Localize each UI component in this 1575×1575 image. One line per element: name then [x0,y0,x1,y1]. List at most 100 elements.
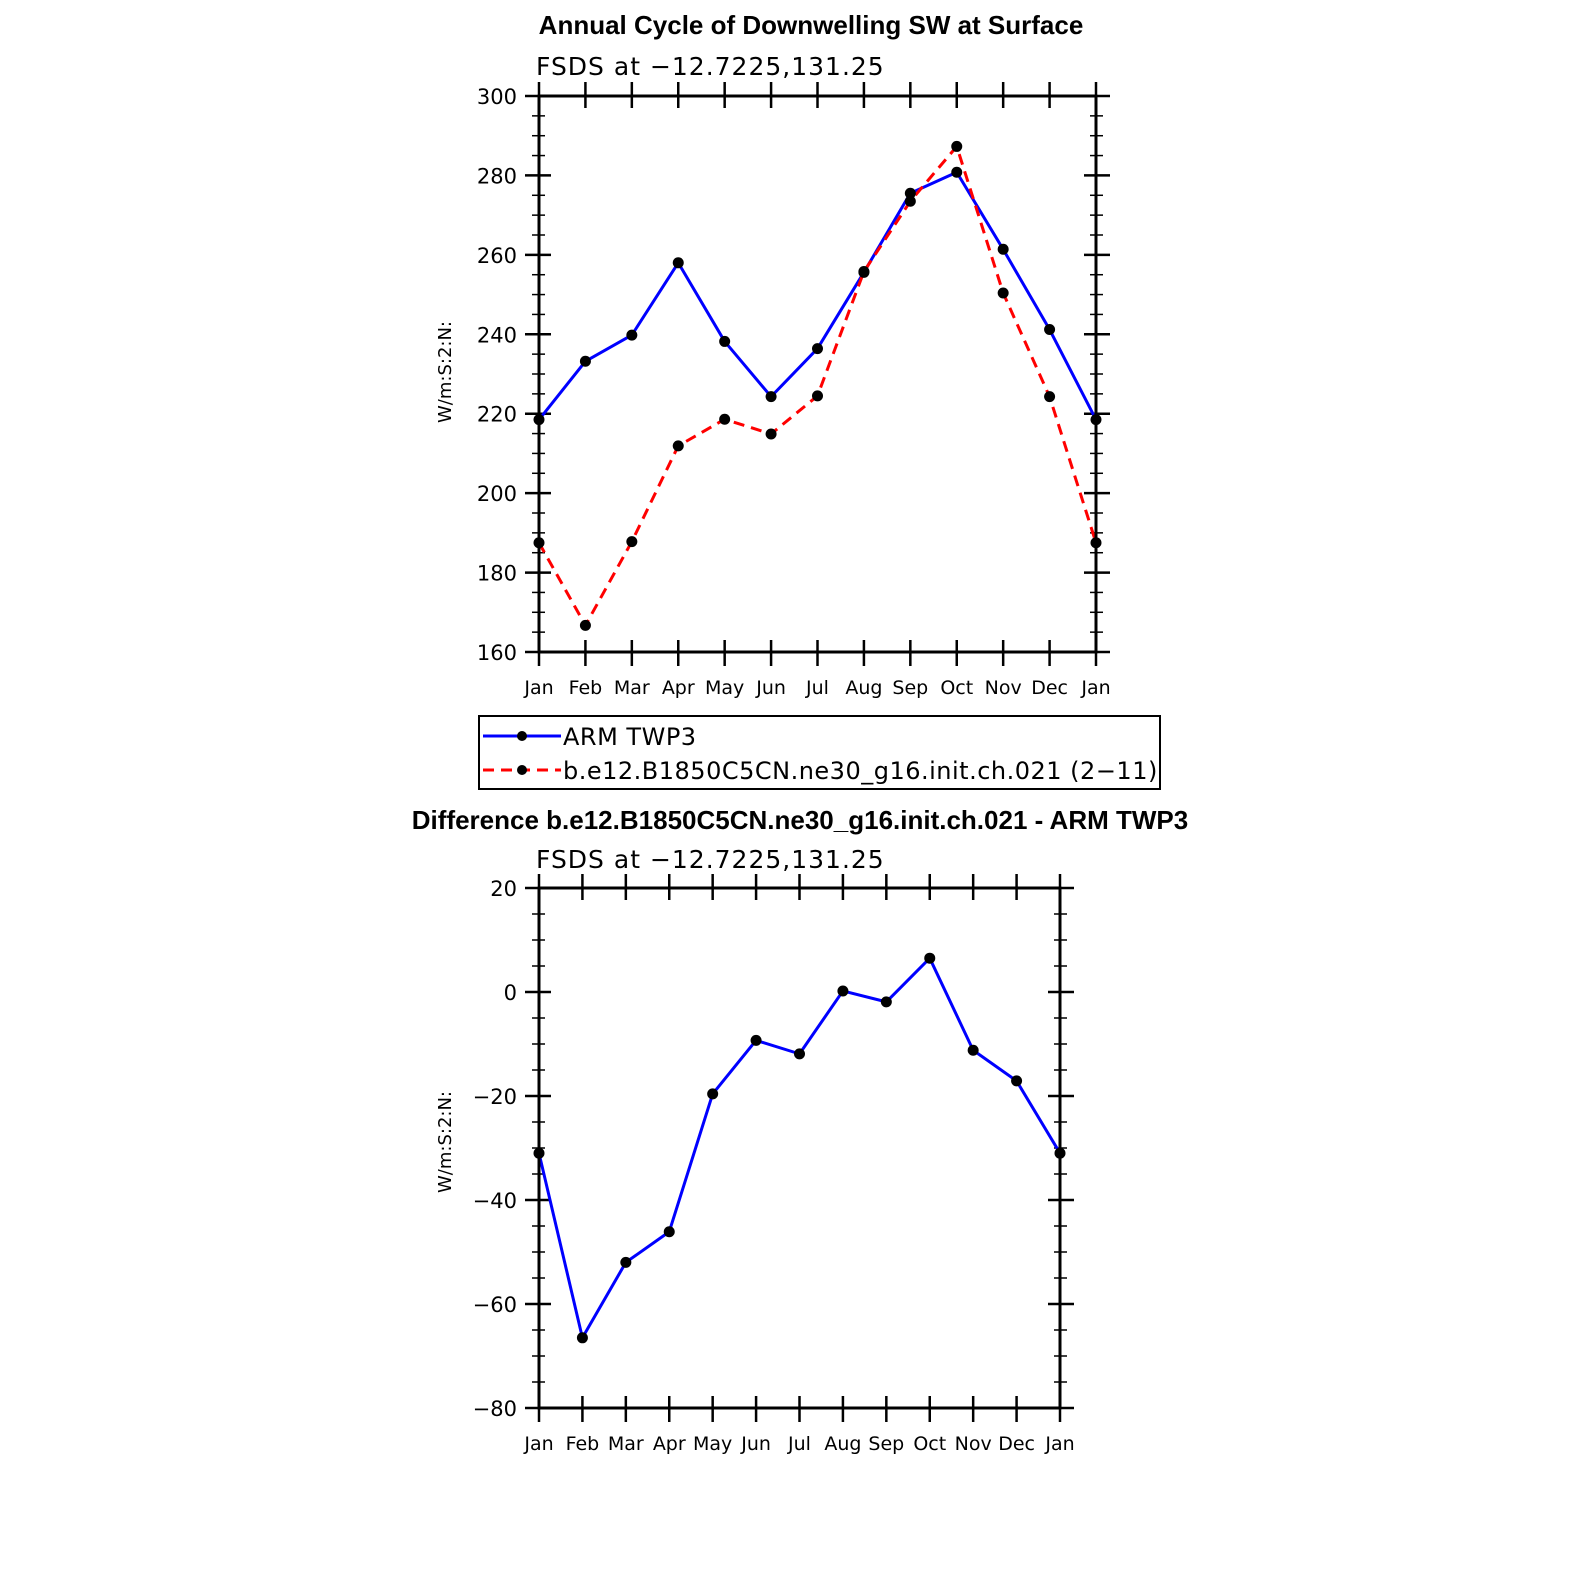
data-point [579,619,591,631]
x-tick-label: Dec [1031,677,1068,699]
data-point [1044,324,1056,336]
chart-subtitle: FSDS at −12.7225,131.25 [536,52,885,81]
plot-frame [537,94,1098,654]
data-point [967,1044,979,1056]
data-point [880,996,892,1008]
x-tick-label: Aug [845,677,882,699]
difference-subtitle: FSDS at −12.7225,131.25 [536,845,885,874]
x-tick-label: Mar [608,1433,644,1455]
x-tick-label: Feb [566,1433,600,1455]
x-tick-label: Apr [653,1433,686,1455]
difference-x-tick-labels: Jan Feb Mar Apr May Jun Jul Aug Sep Oct Nov Dec Jan [523,1433,1074,1455]
legend: ARM TWP3 b.e12.B1850C5CN.ne30_g16.init.c… [478,715,1161,790]
legend-marker-arm [517,731,527,741]
y-tick-label: 300 [477,85,517,109]
difference-panel: Difference b.e12.B1850C5CN.ne30_g16.init… [412,805,1188,1455]
legend-entry-model: b.e12.B1850C5CN.ne30_g16.init.ch.021 (2−… [483,757,1158,785]
x-tick-label: Jan [523,677,553,699]
data-point [794,1048,805,1060]
x-tick-label: Nov [955,1433,992,1455]
y-tick-label: 0 [504,981,517,1005]
difference-axis-ticks [525,874,1074,1422]
data-point [904,187,916,199]
x-tick-label: Jan [523,1433,553,1455]
difference-series-line [533,952,1066,1344]
data-point [719,413,731,425]
data-point [707,1088,719,1100]
data-point [1044,391,1056,403]
difference-title: Difference b.e12.B1850C5CN.ne30_g16.init… [412,805,1188,835]
y-tick-label: 180 [477,562,517,586]
x-tick-label: Jan [1044,1433,1074,1455]
legend-label-arm: ARM TWP3 [563,723,697,751]
y-tick-label: 260 [477,244,517,268]
data-point [750,1034,762,1046]
y-tick-label: 220 [477,403,517,427]
data-point [663,1226,675,1238]
x-tick-label: Dec [998,1433,1035,1455]
difference-plot-frame [537,886,1062,1410]
x-tick-label: Jul [805,677,829,699]
data-point [765,391,777,403]
x-tick-label: Oct [913,1433,946,1455]
series-lines [533,140,1102,631]
difference-y-tick-labels: −80 −60 −40 −20 0 20 [473,877,517,1421]
data-point [626,329,638,341]
y-tick-label: −80 [473,1397,517,1421]
data-point [997,243,1009,255]
data-point [904,195,916,207]
series-line-0 [537,956,1062,1340]
data-point [576,1332,588,1344]
x-tick-label: Sep [892,677,928,699]
data-point [626,536,638,548]
y-tick-label: −60 [473,1293,517,1317]
x-tick-label: Mar [614,677,650,699]
chart-title: Annual Cycle of Downwelling SW at Surfac… [539,10,1084,40]
data-point [858,266,870,278]
y-tick-labels: 160 180 200 220 240 260 280 300 [477,85,517,665]
data-point [951,166,963,178]
x-tick-label: Oct [940,677,973,699]
data-point [719,335,731,347]
data-point [837,985,849,997]
y-axis-label: W/m:S:2:N: [435,321,456,423]
data-point [579,355,591,367]
data-point [765,428,777,440]
data-point [1011,1075,1023,1087]
data-point [812,390,823,402]
x-tick-label: Aug [824,1433,861,1455]
x-tick-label: May [705,677,744,699]
annual-cycle-panel: Annual Cycle of Downwelling SW at Surfac… [435,10,1111,699]
y-tick-label: −40 [473,1189,517,1213]
x-tick-label: Jul [787,1433,811,1455]
series-line-0 [537,170,1098,421]
data-point [672,257,684,269]
x-tick-label: Jun [740,1433,771,1455]
difference-y-axis-label: W/m:S:2:N: [435,1091,456,1193]
x-tick-labels: Jan Feb Mar Apr May Jun Jul Aug Sep Oct Nov Dec Jan [523,677,1110,699]
y-tick-label: 200 [477,482,517,506]
y-tick-label: 160 [477,641,517,665]
x-tick-label: Nov [985,677,1022,699]
x-tick-label: May [693,1433,732,1455]
y-tick-label: 280 [477,164,517,188]
legend-entry-arm: ARM TWP3 [483,723,697,751]
x-tick-label: Jun [755,677,786,699]
data-point [812,343,823,355]
series-line-1 [537,144,1098,627]
data-point [620,1256,632,1268]
legend-label-model: b.e12.B1850C5CN.ne30_g16.init.ch.021 (2−… [563,757,1158,785]
x-tick-label: Jan [1080,677,1110,699]
data-point [672,440,684,452]
data-point [924,952,936,964]
x-tick-label: Feb [569,677,603,699]
legend-box [478,715,1161,790]
y-tick-label: 240 [477,323,517,347]
y-tick-label: 20 [490,877,517,901]
y-tick-label: −20 [473,1085,517,1109]
x-tick-label: Sep [868,1433,904,1455]
data-point [951,140,963,152]
data-point [997,287,1009,299]
legend-marker-model [517,765,527,775]
